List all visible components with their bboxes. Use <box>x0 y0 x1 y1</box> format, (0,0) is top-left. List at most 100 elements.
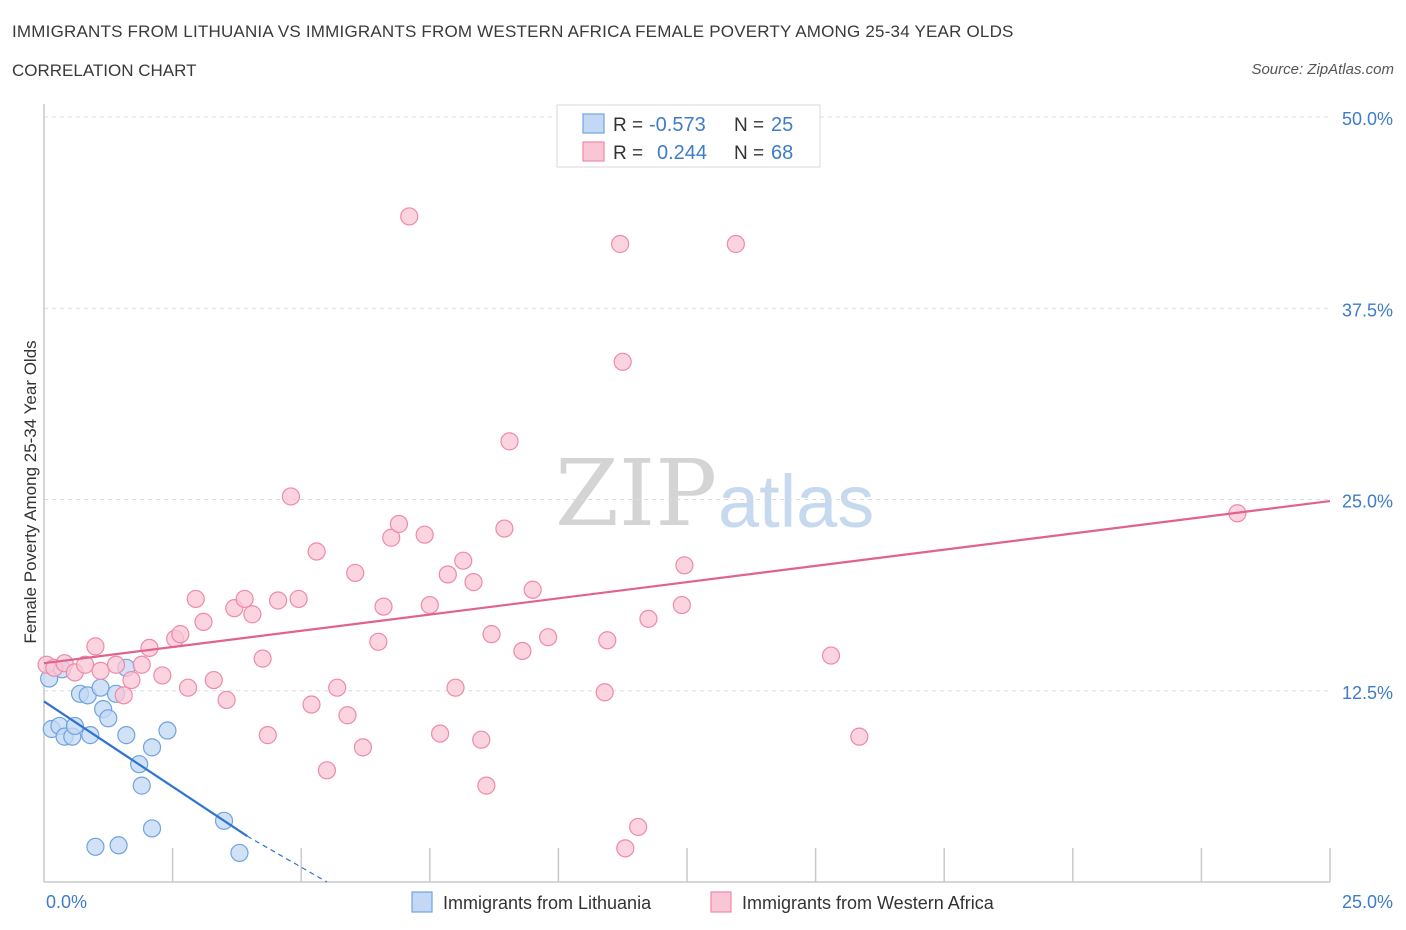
data-point <box>338 706 357 725</box>
x-tick-label: 25.0% <box>1342 892 1393 912</box>
watermark-atlas: atlas <box>718 460 874 543</box>
data-point <box>99 709 118 728</box>
data-point <box>346 563 365 583</box>
trend-line-lithuania <box>43 700 248 838</box>
data-point <box>106 655 126 674</box>
data-point <box>194 612 213 632</box>
y-tick-labels: 12.5% 25.0% 37.5% 50.0% <box>1342 109 1393 703</box>
data-point <box>420 595 439 615</box>
data-point <box>76 655 95 674</box>
data-point <box>595 683 614 702</box>
data-point <box>616 839 635 858</box>
data-point <box>65 716 84 736</box>
data-point <box>81 726 100 745</box>
data-point <box>495 519 514 538</box>
trend-line-extension <box>246 835 328 883</box>
data-point <box>253 649 272 668</box>
data-point <box>91 661 110 680</box>
y-tick-label: 12.5% <box>1342 683 1393 703</box>
data-point <box>430 724 450 743</box>
data-point <box>482 625 501 644</box>
data-points <box>37 207 1247 863</box>
legend-r-label-2: R = <box>613 143 643 164</box>
source-note: Source: ZipAtlas.com <box>1251 61 1394 78</box>
data-point <box>142 819 162 838</box>
data-point <box>307 542 326 561</box>
data-point <box>353 738 373 757</box>
data-point <box>629 817 648 837</box>
data-point <box>477 776 496 795</box>
data-point <box>91 678 110 697</box>
data-point <box>672 595 691 615</box>
legend-n-label-1: N = <box>734 115 764 136</box>
trend-lines <box>43 499 1331 883</box>
trend-line-western-africa <box>43 499 1331 665</box>
legend-swatch-western-africa <box>582 141 605 162</box>
data-point <box>186 589 205 609</box>
data-point <box>472 730 491 749</box>
chart-title: IMMIGRANTS FROM LITHUANIA VS IMMIGRANTS … <box>12 22 1014 41</box>
data-point <box>374 597 393 616</box>
data-point <box>675 556 694 575</box>
data-point <box>821 646 841 665</box>
data-point <box>382 528 401 547</box>
series-points-lithuania <box>40 658 249 863</box>
data-point <box>178 678 198 697</box>
data-point <box>415 525 434 544</box>
data-point <box>289 589 308 609</box>
series-legend-label-lithuania: Immigrants from Lithuania <box>443 893 652 913</box>
x-tick-labels: 0.0% 25.0% <box>46 892 1393 912</box>
data-point <box>850 727 869 746</box>
y-tick-label: 25.0% <box>1342 492 1393 512</box>
data-point <box>114 686 133 705</box>
data-point <box>153 666 172 685</box>
data-point <box>132 655 151 674</box>
data-point <box>86 637 105 656</box>
data-point <box>464 573 483 592</box>
data-point <box>523 580 542 599</box>
data-point <box>142 738 162 757</box>
legend-n-label-2: N = <box>734 143 764 164</box>
data-point <box>500 432 519 451</box>
data-point <box>258 726 277 745</box>
data-point <box>204 670 223 690</box>
series-legend-swatch-western-africa <box>710 891 732 913</box>
data-point <box>400 207 419 226</box>
series-legend-label-western-africa: Immigrants from Western Africa <box>742 893 995 913</box>
watermark-zip: ZIP <box>555 440 717 547</box>
series-points-western-africa <box>37 207 1247 858</box>
data-point <box>281 487 301 506</box>
data-point <box>446 678 465 697</box>
data-point <box>513 641 532 661</box>
data-point <box>438 565 457 584</box>
data-point <box>122 670 141 690</box>
legend-r-value-1: -0.573 <box>649 114 706 136</box>
y-axis-label: Female Poverty Among 25-34 Year Olds <box>21 340 40 643</box>
data-point <box>613 352 632 371</box>
data-point <box>230 843 249 863</box>
data-point <box>158 721 177 740</box>
data-point <box>454 551 473 570</box>
data-point <box>217 690 236 710</box>
data-point <box>328 678 347 697</box>
data-point <box>268 591 288 610</box>
data-point <box>243 605 262 624</box>
data-point <box>389 514 409 534</box>
x-axis-ticks <box>171 848 1331 882</box>
chart-subtitle: CORRELATION CHART <box>12 61 197 80</box>
series-legend-swatch-lithuania <box>411 891 433 913</box>
correlation-legend: R = -0.573 N = 25 R = 0.244 N = 68 <box>556 104 821 168</box>
data-point <box>317 761 337 780</box>
data-point <box>117 726 136 745</box>
data-point <box>369 632 388 651</box>
data-point <box>171 625 190 644</box>
data-point <box>132 776 151 795</box>
y-tick-label: 37.5% <box>1342 300 1393 320</box>
x-tick-label: 0.0% <box>46 892 87 912</box>
legend-n-value-1: 25 <box>771 114 793 136</box>
legend-swatch-lithuania <box>582 113 605 134</box>
legend-r-label-1: R = <box>613 115 643 136</box>
legend-r-value-2: 0.244 <box>657 142 707 164</box>
y-tick-label: 50.0% <box>1342 109 1393 129</box>
